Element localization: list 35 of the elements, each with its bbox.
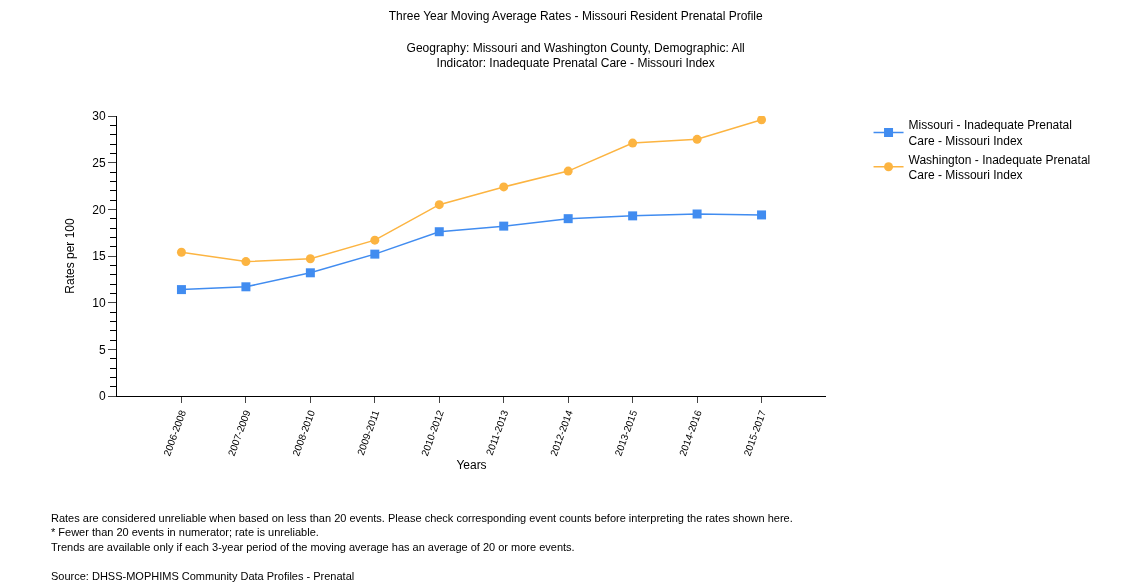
point [757,210,767,220]
y-tick-label: 25 [92,155,106,170]
point [176,247,186,257]
point [628,211,638,221]
y-axis-title: Rates per 100 [62,217,77,294]
point [757,116,767,125]
legend-label: Washington - Inadequate Prenatal Care - Missouri Index [908,152,1091,183]
point [176,285,186,295]
x-axis-title: Years [456,458,487,473]
point [563,214,573,224]
point [692,209,702,219]
y-tick-label: 20 [92,202,106,217]
y-tick-label: 30 [92,109,106,124]
point [499,221,509,231]
point [434,200,444,210]
point [563,166,573,176]
y-tick-label: 0 [98,389,106,404]
point [434,227,444,237]
y-tick-label: 10 [92,295,106,310]
point [692,134,702,144]
source-note: Source: DHSS-MOPHIMS Community Data Profiles - Prenatal [51,570,355,582]
point [628,138,638,148]
chart-title: Three Year Moving Average Rates - Missouri Resident Prenatal Profile [388,9,764,24]
point [241,257,251,267]
text: Rates are considered unreliable when based on less than 20 events. Please check corresponding event counts before interpreting the rates shown here. * Fewer than 20 events in numerator; rate is unreliable. Trends are available only if each 3-year period of the moving average has an average of 20 or more events. [51,512,793,553]
point [370,235,380,245]
point [499,182,509,192]
point [370,249,380,259]
y-tick-label: 5 [98,342,106,357]
chart-subtitle: Geography: Missouri and Washington County, Demographic: All Indicator: Inadequate Prenatal Care - Missouri Index [406,40,745,71]
point [241,282,251,292]
legend-label: Missouri - Inadequate Prenatal Care - Missouri Index [908,118,1072,148]
point [305,268,315,278]
point [305,254,315,264]
y-tick-label: 15 [92,249,106,264]
